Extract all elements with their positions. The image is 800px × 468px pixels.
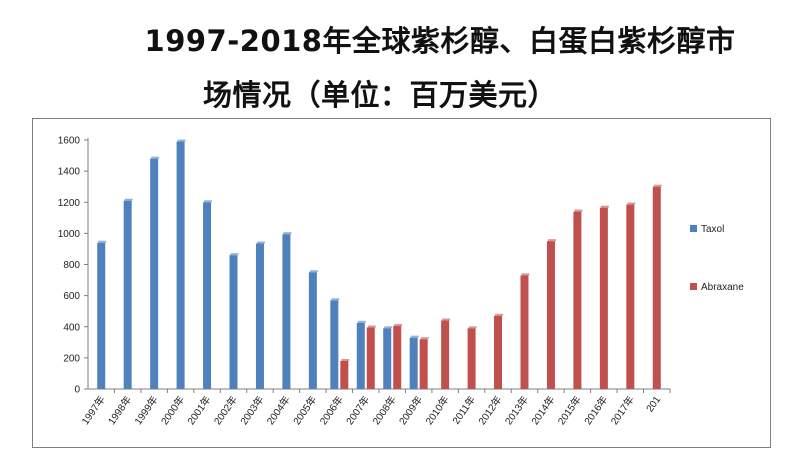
x-tick-label: 2013年 [502,393,531,427]
bar-taxol-top [410,335,419,338]
bar-abraxane-top [653,184,662,187]
bar-taxol [409,337,418,389]
bar-taxol [282,234,291,389]
chart-title-line1: 1997-2018年全球紫杉醇、白蛋白紫杉醇市 [144,24,736,58]
y-tick-label: 1200 [58,198,81,209]
bar-abraxane-top [495,313,504,316]
y-tick-label: 1000 [58,229,81,240]
bar-taxol [356,322,365,389]
bar-taxol [330,300,339,389]
bar-taxol-top [204,200,213,203]
bar-taxol-top [283,232,292,235]
bar-abraxane [366,327,375,389]
legend-swatch-abraxane [690,283,697,290]
bar-taxol [123,200,132,389]
bar-taxol [97,242,106,389]
bar-abraxane-top [420,337,429,340]
bar-taxol [150,158,159,389]
bar-abraxane-top [521,273,530,276]
x-tick-label: 1997年 [79,393,108,427]
x-tick-label: 2016年 [581,393,610,427]
bar-taxol-top [331,298,340,301]
bar-abraxane-top [442,318,451,321]
x-tick-label: 2017年 [608,393,637,427]
bar-taxol [255,243,264,389]
x-tick-label: 2007年 [343,393,372,427]
bar-abraxane [652,186,661,389]
y-tick-label: 1600 [58,136,81,147]
x-tick-label: 2000年 [158,393,187,427]
x-tick-label: 2010年 [422,393,451,427]
x-tick-label: 2002年 [211,393,240,427]
x-tick-label: 2014年 [528,393,557,427]
x-tick-label: 2003年 [237,393,266,427]
x-tick-label: 2012年 [475,393,504,427]
y-tick-label: 400 [63,322,80,333]
y-tick-label: 800 [63,260,80,271]
bar-taxol [176,141,185,389]
legend-swatch-taxol [690,225,697,232]
bar-taxol-top [384,326,393,329]
bar-taxol-top [151,156,160,159]
bar-abraxane [494,315,503,389]
x-tick-label: 2004年 [264,393,293,427]
chart-title-line2: 场情况（单位：百万美元） [202,78,557,112]
x-tick-label: 2001年 [184,393,213,427]
bar-abraxane-top [394,323,403,326]
bar-taxol [229,255,238,389]
bar-taxol [203,202,212,389]
bar-abraxane-top [574,209,583,212]
bar-abraxane-top [468,326,477,329]
x-tick-label: 2011年 [449,393,478,426]
x-tick-label: 1998年 [105,393,134,427]
x-tick-label: 2015年 [555,393,584,427]
bar-abraxane [546,241,555,389]
bar-taxol-top [177,139,186,142]
x-tick-label: 2008年 [370,393,399,427]
bar-taxol [383,328,392,389]
bar-abraxane-top [367,325,376,328]
bar-taxol-top [124,198,133,201]
legend-label-abraxane: Abraxane [701,282,744,293]
bar-abraxane-top [600,205,609,208]
y-tick-label: 600 [63,291,80,302]
y-tick-label: 0 [74,385,80,396]
x-tick-label: 2006年 [317,393,346,427]
bar-taxol-top [357,320,366,323]
x-tick-label: 1999年 [131,393,160,427]
bar-abraxane-top [341,358,350,361]
bar-abraxane [520,275,529,389]
bar-taxol-top [230,253,239,256]
bar-taxol-top [256,241,265,244]
bar-abraxane [441,320,450,389]
y-tick-label: 200 [63,353,80,364]
bar-abraxane-top [627,202,636,205]
bar-abraxane [419,339,428,389]
bar-abraxane [393,325,402,389]
bar-taxol-top [98,240,107,243]
x-tick-label: 2009年 [396,393,425,427]
bar-abraxane [573,211,582,389]
legend-label-taxol: Taxol [701,224,724,235]
y-tick-label: 1400 [58,167,81,178]
bar-abraxane [467,328,476,389]
x-tick-label: 201 [645,394,664,414]
bar-abraxane [626,204,635,389]
x-tick-label: 2005年 [290,393,319,427]
bar-taxol [308,272,317,389]
bar-abraxane-top [547,239,556,242]
bar-abraxane [599,207,608,389]
bar-taxol-top [309,270,318,273]
bar-abraxane [340,360,349,389]
